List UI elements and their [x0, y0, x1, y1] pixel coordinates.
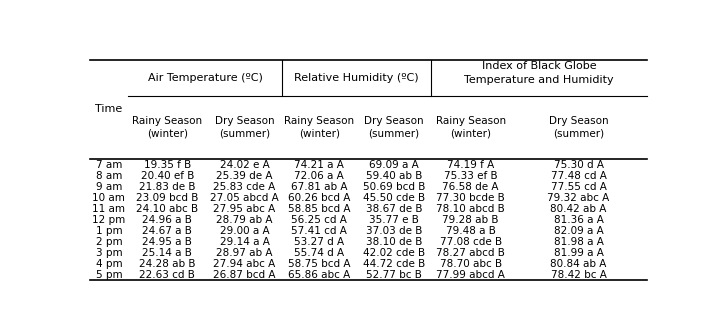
Text: 81.36 a A: 81.36 a A — [554, 215, 603, 225]
Text: 23.09 bcd B: 23.09 bcd B — [136, 193, 198, 203]
Text: 81.99 a A: 81.99 a A — [554, 248, 603, 258]
Text: Rainy Season
(winter): Rainy Season (winter) — [436, 116, 505, 139]
Text: 20.40 ef B: 20.40 ef B — [141, 171, 194, 180]
Text: Relative Humidity (ºC): Relative Humidity (ºC) — [295, 73, 419, 83]
Text: 37.03 de B: 37.03 de B — [366, 226, 422, 236]
Text: 59.40 ab B: 59.40 ab B — [366, 171, 422, 180]
Text: 80.42 ab A: 80.42 ab A — [550, 204, 607, 214]
Text: Rainy Season
(winter): Rainy Season (winter) — [284, 116, 354, 139]
Text: 12 pm: 12 pm — [92, 215, 125, 225]
Text: 24.02 e A: 24.02 e A — [219, 160, 270, 169]
Text: 53.27 d A: 53.27 d A — [294, 237, 344, 247]
Text: 22.63 cd B: 22.63 cd B — [139, 270, 196, 280]
Text: 21.83 de B: 21.83 de B — [139, 182, 196, 192]
Text: 7 am: 7 am — [96, 160, 122, 169]
Text: 77.48 cd A: 77.48 cd A — [551, 171, 607, 180]
Text: 77.99 abcd A: 77.99 abcd A — [436, 270, 505, 280]
Text: 24.67 a B: 24.67 a B — [142, 226, 192, 236]
Text: 56.25 cd A: 56.25 cd A — [291, 215, 347, 225]
Text: 75.33 ef B: 75.33 ef B — [444, 171, 498, 180]
Text: 80.84 ab A: 80.84 ab A — [550, 259, 607, 269]
Text: Dry Season
(summer): Dry Season (summer) — [364, 116, 423, 139]
Text: 76.58 de A: 76.58 de A — [442, 182, 499, 192]
Text: Dry Season
(summer): Dry Season (summer) — [549, 116, 608, 139]
Text: Time: Time — [95, 104, 122, 114]
Text: 26.87 bcd A: 26.87 bcd A — [214, 270, 276, 280]
Text: Index of Black Globe
Temperature and Humidity: Index of Black Globe Temperature and Hum… — [464, 61, 614, 84]
Text: 58.75 bcd A: 58.75 bcd A — [288, 259, 350, 269]
Text: 25.39 de A: 25.39 de A — [216, 171, 273, 180]
Text: 25.83 cde A: 25.83 cde A — [214, 182, 275, 192]
Text: 38.67 de B: 38.67 de B — [365, 204, 422, 214]
Text: 74.21 a A: 74.21 a A — [294, 160, 344, 169]
Text: 5 pm: 5 pm — [96, 270, 122, 280]
Text: 65.86 abc A: 65.86 abc A — [288, 270, 350, 280]
Text: 52.77 bc B: 52.77 bc B — [366, 270, 422, 280]
Text: 69.09 a A: 69.09 a A — [369, 160, 418, 169]
Text: 24.96 a B: 24.96 a B — [142, 215, 192, 225]
Text: 10 am: 10 am — [92, 193, 125, 203]
Text: 3 pm: 3 pm — [96, 248, 122, 258]
Text: 77.55 cd A: 77.55 cd A — [551, 182, 607, 192]
Text: 4 pm: 4 pm — [96, 259, 122, 269]
Text: 79.48 a B: 79.48 a B — [446, 226, 495, 236]
Text: 2 pm: 2 pm — [96, 237, 122, 247]
Text: 28.79 ab A: 28.79 ab A — [216, 215, 273, 225]
Text: 19.35 f B: 19.35 f B — [144, 160, 191, 169]
Text: 35.77 e B: 35.77 e B — [369, 215, 418, 225]
Text: 24.28 ab B: 24.28 ab B — [139, 259, 196, 269]
Text: 81.98 a A: 81.98 a A — [554, 237, 603, 247]
Text: 78.42 bc A: 78.42 bc A — [551, 270, 607, 280]
Text: 27.05 abcd A: 27.05 abcd A — [210, 193, 279, 203]
Text: 75.30 d A: 75.30 d A — [554, 160, 603, 169]
Text: 38.10 de B: 38.10 de B — [366, 237, 422, 247]
Text: 78.10 abcd B: 78.10 abcd B — [436, 204, 505, 214]
Text: 24.95 a B: 24.95 a B — [142, 237, 192, 247]
Text: 78.70 abc B: 78.70 abc B — [440, 259, 502, 269]
Text: 8 am: 8 am — [96, 171, 122, 180]
Text: 60.26 bcd A: 60.26 bcd A — [288, 193, 350, 203]
Text: 25.14 a B: 25.14 a B — [142, 248, 192, 258]
Text: 45.50 cde B: 45.50 cde B — [363, 193, 425, 203]
Text: 72.06 a A: 72.06 a A — [294, 171, 344, 180]
Text: 74.19 f A: 74.19 f A — [447, 160, 495, 169]
Text: 29.00 a A: 29.00 a A — [220, 226, 270, 236]
Text: 67.81 ab A: 67.81 ab A — [291, 182, 347, 192]
Text: Dry Season
(summer): Dry Season (summer) — [215, 116, 275, 139]
Text: 78.27 abcd B: 78.27 abcd B — [436, 248, 505, 258]
Text: 82.09 a A: 82.09 a A — [554, 226, 603, 236]
Text: Air Temperature (ºC): Air Temperature (ºC) — [147, 73, 262, 83]
Text: 28.97 ab A: 28.97 ab A — [216, 248, 273, 258]
Text: 79.32 abc A: 79.32 abc A — [547, 193, 610, 203]
Text: 44.72 cde B: 44.72 cde B — [362, 259, 425, 269]
Text: 27.95 abc A: 27.95 abc A — [214, 204, 275, 214]
Text: 24.10 abc B: 24.10 abc B — [137, 204, 198, 214]
Text: 29.14 a A: 29.14 a A — [219, 237, 270, 247]
Text: 77.30 bcde B: 77.30 bcde B — [436, 193, 505, 203]
Text: 9 am: 9 am — [96, 182, 122, 192]
Text: 11 am: 11 am — [92, 204, 125, 214]
Text: 58.85 bcd A: 58.85 bcd A — [288, 204, 350, 214]
Text: 42.02 cde B: 42.02 cde B — [363, 248, 425, 258]
Text: Rainy Season
(winter): Rainy Season (winter) — [132, 116, 202, 139]
Text: 50.69 bcd B: 50.69 bcd B — [362, 182, 425, 192]
Text: 57.41 cd A: 57.41 cd A — [291, 226, 347, 236]
Text: 27.94 abc A: 27.94 abc A — [214, 259, 275, 269]
Text: 1 pm: 1 pm — [96, 226, 122, 236]
Text: 79.28 ab B: 79.28 ab B — [442, 215, 499, 225]
Text: 55.74 d A: 55.74 d A — [294, 248, 344, 258]
Text: 77.08 cde B: 77.08 cde B — [440, 237, 502, 247]
